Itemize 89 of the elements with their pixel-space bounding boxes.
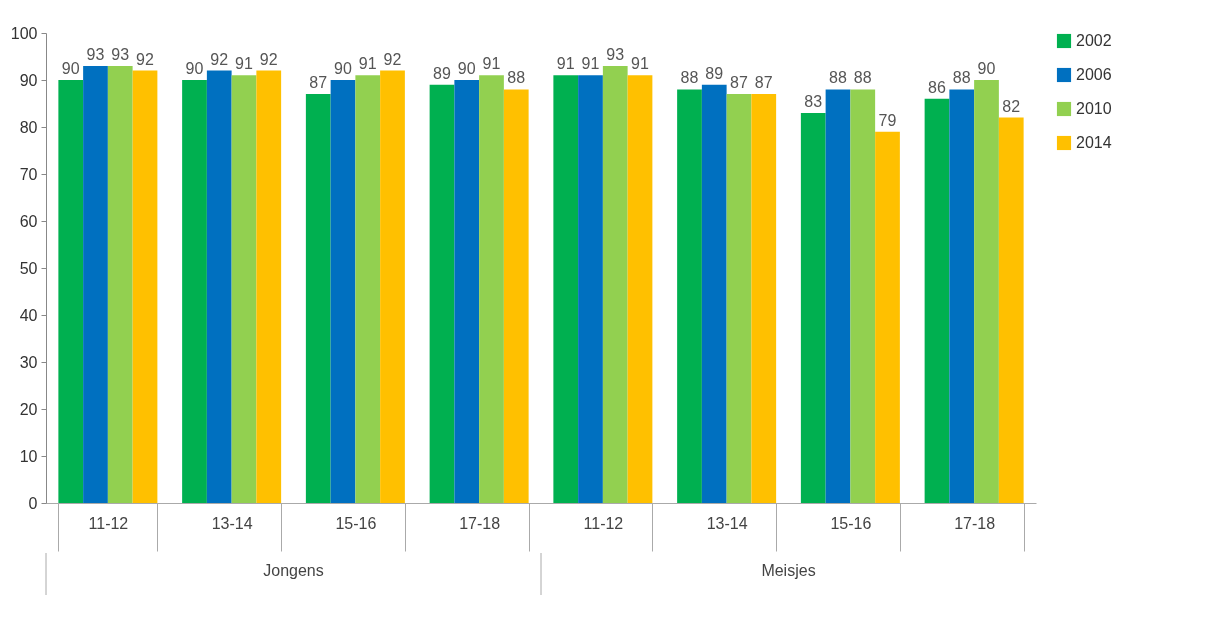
data-label: 88 [507, 69, 526, 87]
bar [83, 65, 108, 503]
data-label: 91 [556, 55, 575, 73]
data-label: 89 [433, 64, 451, 82]
data-label: 86 [928, 78, 946, 96]
bar [107, 65, 133, 503]
data-label: 92 [136, 50, 154, 68]
x-tick-label: 17-18 [459, 514, 501, 532]
bar [231, 75, 257, 503]
data-label: 88 [952, 69, 971, 87]
data-label: 90 [334, 60, 352, 77]
y-tick-label: 90 [19, 71, 38, 89]
bar [380, 70, 405, 503]
y-tick-label: 70 [19, 165, 38, 183]
y-tick-label: 30 [19, 353, 38, 371]
legend-label: 2014 [1076, 134, 1112, 151]
bar [503, 89, 529, 503]
data-label: 89 [705, 64, 724, 82]
data-label: 87 [309, 74, 328, 92]
data-label: 93 [606, 45, 625, 63]
bar [924, 98, 950, 503]
y-tick-label: 0 [28, 494, 38, 512]
bar [751, 94, 777, 503]
data-label: 91 [235, 55, 253, 73]
legend-label: 2010 [1076, 100, 1112, 117]
x-tick-label: 11-12 [88, 514, 129, 532]
bar [454, 80, 480, 503]
bar [206, 70, 232, 503]
bar [602, 65, 628, 503]
data-label: 90 [185, 60, 204, 77]
x-tick-label: 13-14 [211, 514, 253, 532]
data-label: 91 [358, 55, 377, 73]
bar [330, 80, 356, 503]
text: Meisjes [761, 562, 816, 579]
y-tick-label: 10 [19, 447, 38, 465]
x-tick-label: 11-12 [583, 514, 624, 532]
bar [800, 112, 826, 503]
data-label: 91 [631, 55, 649, 73]
x-tick-label: 15-16 [335, 514, 377, 532]
y-tick-label: 60 [19, 212, 38, 230]
bar [553, 75, 579, 503]
x-tick-label: 15-16 [830, 514, 872, 532]
data-label: 87 [730, 74, 748, 92]
bar [850, 89, 876, 503]
bar [256, 70, 282, 503]
data-label: 90 [61, 60, 80, 77]
bar [182, 80, 207, 503]
data-label: 92 [259, 50, 278, 68]
bar [58, 80, 84, 503]
bar [726, 94, 752, 503]
data-label: 90 [977, 60, 996, 77]
data-label: 92 [383, 50, 402, 68]
legend-label: 2006 [1076, 66, 1112, 83]
data-label: 88 [853, 69, 872, 87]
bar [974, 80, 999, 503]
y-tick-label: 80 [19, 118, 38, 136]
y-tick-label: 50 [19, 259, 38, 277]
data-label: 83 [804, 92, 823, 110]
data-label: 92 [210, 50, 229, 68]
legend-label: 2002 [1076, 32, 1112, 49]
y-tick-label: 40 [19, 306, 38, 324]
data-label: 79 [878, 111, 897, 129]
bar [479, 75, 504, 503]
bar [578, 75, 603, 503]
data-label: 91 [581, 55, 600, 73]
data-label: 93 [111, 45, 130, 63]
bar [627, 75, 653, 503]
bar [701, 84, 727, 503]
bar [998, 117, 1024, 503]
bar [429, 84, 455, 503]
y-tick-label: 100 [10, 24, 38, 42]
data-label: 88 [680, 69, 699, 87]
data-label: 93 [86, 45, 105, 63]
y-tick-label: 20 [19, 400, 38, 418]
bar [355, 75, 381, 503]
text: Jongens [263, 562, 324, 579]
data-label: 91 [482, 55, 501, 73]
data-label: 88 [829, 69, 847, 87]
data-label: 87 [754, 74, 773, 92]
bar [825, 89, 851, 503]
bar [949, 89, 975, 503]
data-label: 90 [457, 60, 476, 77]
bar [677, 89, 702, 503]
x-tick-label: 13-14 [706, 514, 748, 532]
data-label: 82 [1002, 97, 1021, 115]
bar [875, 131, 900, 503]
bar [132, 70, 158, 503]
x-tick-label: 17-18 [954, 514, 996, 532]
bar [305, 94, 331, 503]
